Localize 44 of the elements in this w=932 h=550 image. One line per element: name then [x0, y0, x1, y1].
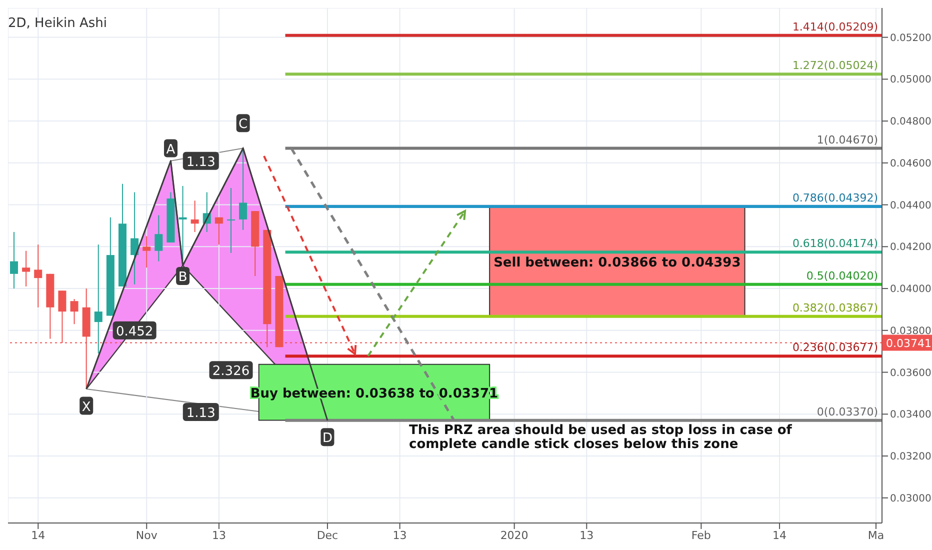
- annotation: This PRZ area should be used as stop loss in case of complete candle stick closes below this zone: [409, 423, 793, 452]
- ref-line-label: 1(0.04670): [816, 133, 878, 146]
- annotation: 1.13: [186, 154, 216, 170]
- annotation: D: [322, 431, 332, 446]
- x-tick-label: 2020: [500, 528, 528, 542]
- ref-line-label: 0(0.03370): [816, 405, 878, 418]
- annotation: C: [238, 117, 248, 132]
- y-tick-label: 0.04600: [890, 158, 932, 170]
- y-tick-label: 0.04200: [890, 242, 932, 254]
- x-tick-label: 13: [212, 528, 226, 542]
- x-tick-label: Nov: [136, 528, 158, 542]
- band-label: Sell between: 0.03866 to 0.04393: [494, 255, 741, 270]
- x-tick-label: 14: [772, 528, 787, 542]
- annotation: X: [82, 400, 91, 415]
- ref-line-label: 1.272(0.05024): [792, 59, 878, 72]
- x-tick-label: 14: [31, 528, 46, 542]
- y-tick-label: 0.04000: [890, 284, 932, 296]
- ref-line-label: 0.03741: [886, 336, 932, 350]
- x-tick-label: 13: [392, 528, 407, 542]
- ref-line-label: 0.5(0.04020): [806, 269, 878, 282]
- annotation: 0.452: [116, 324, 154, 340]
- annotation: 1.13: [186, 406, 216, 422]
- y-tick-label: 0.04400: [890, 200, 932, 212]
- x-tick-label: Ma: [868, 528, 884, 542]
- y-tick-label: 0.05200: [890, 32, 932, 44]
- x-tick-label: 13: [580, 528, 594, 542]
- y-tick-label: 0.03600: [890, 368, 932, 379]
- y-tick-label: 0.03200: [890, 452, 932, 463]
- ref-line-label: 1.414(0.05209): [792, 20, 878, 34]
- ref-line-label: 0.786(0.04392): [792, 191, 878, 204]
- ref-line-label: 0.236(0.03677): [792, 341, 878, 354]
- y-tick-label: 0.05000: [890, 74, 932, 86]
- y-tick-label: 0.03800: [890, 326, 932, 337]
- x-tick-label: Dec: [316, 528, 338, 542]
- y-tick-label: 0.03000: [890, 493, 932, 504]
- ref-line-label: 0.618(0.04174): [792, 237, 878, 250]
- y-tick-label: 0.03400: [890, 410, 932, 421]
- annotation: A: [166, 142, 176, 158]
- text: 2D, Heikin Ashi: [8, 16, 107, 31]
- ref-line-label: 0.382(0.03867): [792, 301, 878, 314]
- annotation: 2.326: [212, 364, 250, 380]
- x-tick-label: Feb: [691, 528, 711, 542]
- annotation: B: [178, 270, 188, 285]
- y-tick-label: 0.04800: [890, 116, 932, 128]
